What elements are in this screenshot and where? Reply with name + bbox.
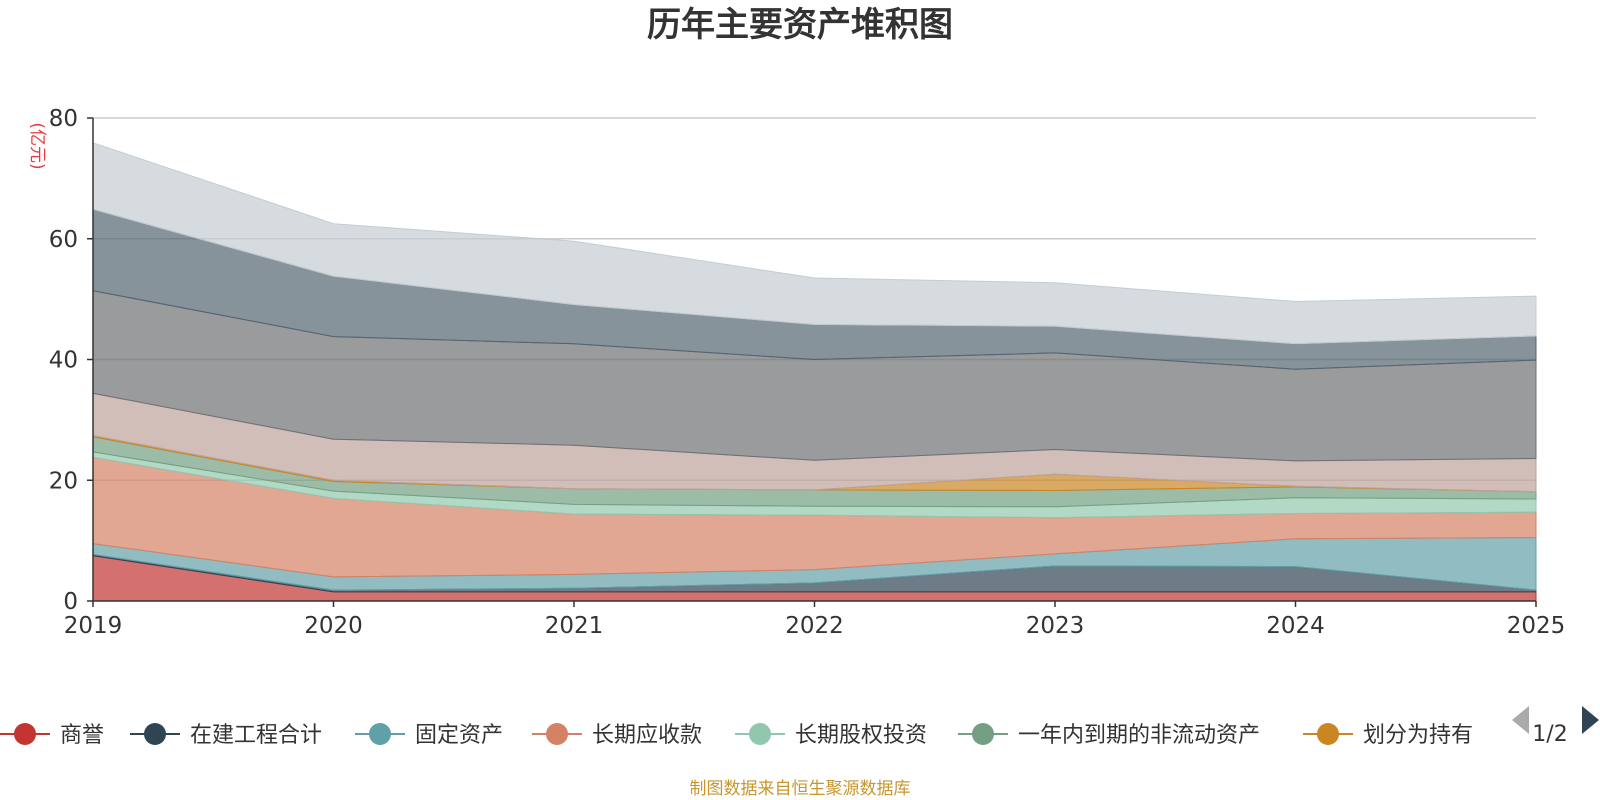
x-tick-label: 2020 (304, 613, 363, 639)
y-tick-label: 60 (49, 227, 78, 253)
stacked-areas (92, 142, 1537, 602)
legend-pager: 1/2 (1512, 706, 1599, 747)
chart-title: 历年主要资产堆积图 (647, 5, 953, 45)
x-tick-label: 2024 (1266, 613, 1325, 639)
legend-item[interactable]: 长期股权投资 (735, 723, 927, 748)
legend-page-indicator: 1/2 (1532, 722, 1567, 747)
legend-marker-icon (972, 723, 994, 745)
legend-item[interactable]: 划分为持有 (1303, 723, 1473, 748)
legend-item[interactable]: 长期应收款 (532, 723, 702, 748)
data-source-note: 制图数据来自恒生聚源数据库 (690, 779, 911, 799)
legend-marker-icon (546, 723, 568, 745)
legend-marker-icon (144, 723, 166, 745)
legend-next-page-icon[interactable] (1582, 706, 1599, 734)
legend-item[interactable]: 一年内到期的非流动资产 (958, 723, 1260, 748)
legend-label: 划分为持有 (1363, 723, 1473, 748)
legend: 商誉 在建工程合计 固定资产 长期应收款 长期股权投资 一年内到期的非流动资产 划分为持有 (0, 723, 1473, 748)
y-tick-label: 20 (49, 468, 78, 494)
legend-label: 商誉 (60, 723, 104, 748)
legend-item[interactable]: 在建工程合计 (130, 723, 322, 748)
legend-marker-icon (749, 723, 771, 745)
legend-label: 长期应收款 (592, 723, 702, 748)
legend-label: 在建工程合计 (190, 723, 322, 748)
area-series-11 (92, 142, 1537, 345)
legend-item[interactable]: 固定资产 (355, 723, 503, 748)
legend-label: 固定资产 (415, 723, 503, 748)
legend-label: 长期股权投资 (795, 723, 927, 748)
x-tick-label: 2021 (545, 613, 604, 639)
x-tick-label: 2019 (64, 613, 123, 639)
y-axis-ticks: 0 20 40 60 80 (49, 106, 93, 615)
legend-prev-page-icon[interactable] (1512, 706, 1529, 734)
legend-marker-icon (14, 723, 36, 745)
y-axis-unit-label: (亿元) (27, 122, 47, 169)
y-tick-label: 80 (49, 106, 78, 132)
y-tick-label: 0 (63, 589, 78, 615)
x-tick-label: 2025 (1507, 613, 1566, 639)
x-tick-label: 2023 (1026, 613, 1085, 639)
x-tick-label: 2022 (785, 613, 844, 639)
x-axis-ticks: 2019 2020 2021 2022 2023 2024 2025 (64, 601, 1566, 639)
legend-label: 一年内到期的非流动资产 (1018, 723, 1260, 748)
y-tick-label: 40 (49, 348, 78, 374)
legend-marker-icon (1317, 723, 1339, 745)
legend-item[interactable]: 商誉 (0, 723, 104, 748)
legend-marker-icon (369, 723, 391, 745)
